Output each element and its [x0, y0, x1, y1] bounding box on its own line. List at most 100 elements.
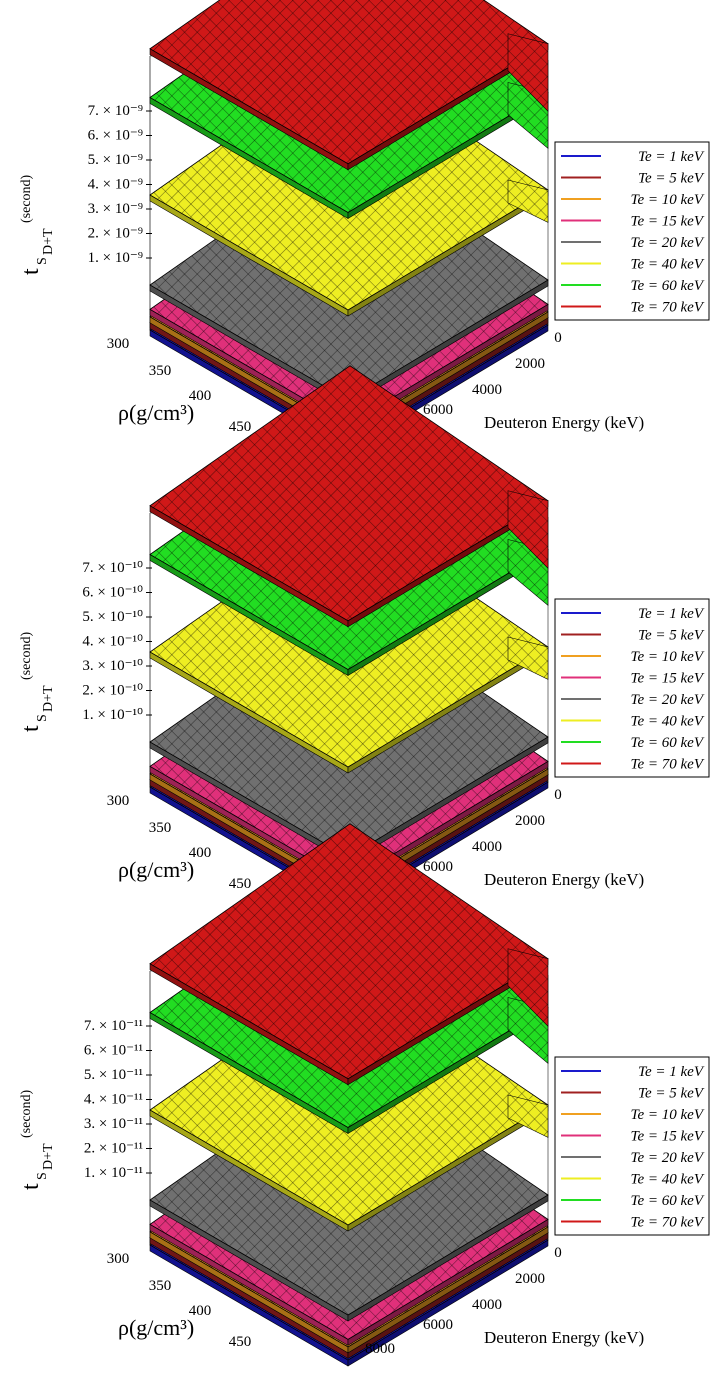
- surface-mesh: [150, 0, 548, 164]
- legend-entry: Te = 5 keV: [638, 628, 705, 644]
- rho-axis-label: ρ(g/cm³): [118, 1315, 194, 1340]
- z-tick-label: 6. × 10⁻⁹: [88, 128, 143, 144]
- z-tick-label: 7. × 10⁻⁹: [88, 103, 143, 119]
- surfaces: [149, 0, 549, 452]
- z-tick-label: 6. × 10⁻¹¹: [84, 1043, 143, 1059]
- legend: Te = 1 keV Te = 5 keV Te = 10 keV Te = 15 k…: [554, 141, 710, 321]
- z-tick-label: 6. × 10⁻¹⁰: [82, 585, 143, 601]
- legend-entry: Te = 10 keV: [631, 649, 705, 665]
- energy-axis-label: Deuteron Energy (keV): [484, 1328, 644, 1347]
- energy-tick-label: 6000: [423, 402, 453, 418]
- z-tick-label: 3. × 10⁻¹⁰: [82, 658, 143, 674]
- energy-tick-label: 2000: [515, 356, 545, 372]
- rho-axis: 300 350 400 450 ρ(g/cm³): [107, 793, 252, 892]
- legend-entry: Te = 10 keV: [631, 192, 705, 208]
- rho-tick-label: 300: [107, 336, 130, 352]
- energy-axis: 0 2000 4000 6000 8000 Deuteron Energy (keV): [365, 1245, 644, 1357]
- z-axis-label: tS D+T (second): [18, 631, 56, 732]
- legend-entry: Te = 1 keV: [638, 1064, 705, 1080]
- legend-entry: Te = 60 keV: [631, 278, 705, 294]
- z-tick-label: 3. × 10⁻¹¹: [84, 1116, 143, 1132]
- chart-panel-1: a)7. × 10⁻⁹6. × 10⁻⁹5. × 10⁻⁹4. × 10⁻⁹3.…: [18, 0, 710, 452]
- rho-tick-label: 450: [229, 419, 252, 435]
- z-tick-label: 1. × 10⁻¹⁰: [82, 707, 143, 723]
- surface-8: [149, 0, 549, 171]
- energy-tick-label: 6000: [423, 1317, 453, 1333]
- z-tick-label: 1. × 10⁻⁹: [88, 250, 143, 266]
- legend-entry: Te = 5 keV: [638, 1086, 705, 1102]
- z-tick-label: 5. × 10⁻⁹: [88, 152, 143, 168]
- z-tick-label: 4. × 10⁻⁹: [88, 177, 143, 193]
- rho-tick-label: 350: [149, 363, 172, 379]
- surface-8: [149, 823, 549, 1086]
- legend-entry: Te = 60 keV: [631, 735, 705, 751]
- chart-panel-3: c)7. × 10⁻¹¹6. × 10⁻¹¹5. × 10⁻¹¹4. × 10⁻…: [18, 823, 710, 1367]
- rho-tick-label: 400: [189, 845, 212, 861]
- legend-entry: Te = 40 keV: [631, 257, 705, 273]
- energy-axis-label: Deuteron Energy (keV): [484, 870, 644, 889]
- z-axis-label: tS D+T (second): [18, 174, 56, 275]
- rho-tick-label: 300: [107, 1251, 130, 1267]
- surfaces: [149, 823, 549, 1367]
- legend-entry: Te = 1 keV: [638, 606, 705, 622]
- legend: Te = 1 keV Te = 5 keV Te = 10 keV Te = 15 k…: [554, 598, 710, 778]
- z-label-unit: (second): [19, 1089, 34, 1138]
- rho-tick-label: 300: [107, 793, 130, 809]
- energy-axis-label: Deuteron Energy (keV): [484, 413, 644, 432]
- z-label-subscript: S: [35, 714, 50, 722]
- legend-entry: Te = 70 keV: [631, 757, 705, 773]
- surface-dropoff-mesh: [508, 33, 548, 112]
- energy-tick-label: 4000: [472, 839, 502, 855]
- z-label-main: t: [18, 268, 44, 275]
- z-tick-label: 2. × 10⁻¹¹: [84, 1141, 143, 1157]
- chart-panel-2: b)7. × 10⁻¹⁰6. × 10⁻¹⁰5. × 10⁻¹⁰4. × 10⁻…: [18, 365, 710, 909]
- rho-axis: 300 350 400 450 ρ(g/cm³): [107, 336, 252, 435]
- rho-tick-label: 400: [189, 388, 212, 404]
- legend-entry: Te = 20 keV: [631, 235, 705, 251]
- energy-tick-label: 6000: [423, 859, 453, 875]
- legend-box: [554, 141, 710, 321]
- surface-mesh: [150, 823, 548, 1079]
- z-axis-label: tS D+T (second): [18, 1089, 56, 1190]
- rho-axis-label: ρ(g/cm³): [118, 400, 194, 425]
- legend-entry: Te = 70 keV: [631, 1215, 705, 1231]
- legend-entry: Te = 20 keV: [631, 692, 705, 708]
- z-tick-label: 2. × 10⁻¹⁰: [82, 683, 143, 699]
- z-label-subsubscript: D+T: [41, 685, 56, 712]
- z-label-subscript: S: [35, 1172, 50, 1180]
- legend-entry: Te = 60 keV: [631, 1193, 705, 1209]
- legend-entry: Te = 1 keV: [638, 149, 705, 165]
- z-label-subsubscript: D+T: [41, 1143, 56, 1170]
- surface-dropoff-mesh: [508, 180, 548, 223]
- z-axis: 7. × 10⁻¹¹ 6. × 10⁻¹¹ 5. × 10⁻¹¹ 4. × 10⁻¹¹…: [84, 1018, 152, 1181]
- legend-entry: Te = 15 keV: [631, 1129, 705, 1145]
- surface-dropoff-mesh: [508, 1095, 548, 1138]
- z-tick-label: 4. × 10⁻¹⁰: [82, 634, 143, 650]
- z-axis: 7. × 10⁻¹⁰ 6. × 10⁻¹⁰ 5. × 10⁻¹⁰ 4. × 10⁻¹⁰…: [82, 560, 152, 723]
- legend-entry: Te = 20 keV: [631, 1150, 705, 1166]
- legend-entry: Te = 15 keV: [631, 671, 705, 687]
- legend-entry: Te = 5 keV: [638, 171, 705, 187]
- z-tick-label: 1. × 10⁻¹¹: [84, 1165, 143, 1181]
- surface-8: [149, 365, 549, 628]
- legend-entry: Te = 40 keV: [631, 714, 705, 730]
- z-tick-label: 3. × 10⁻⁹: [88, 201, 143, 217]
- energy-tick-label: 4000: [472, 1297, 502, 1313]
- z-label-subsubscript: D+T: [41, 228, 56, 255]
- z-label-unit: (second): [19, 631, 34, 680]
- z-label-subscript: S: [35, 257, 50, 265]
- legend-entry: Te = 15 keV: [631, 214, 705, 230]
- energy-tick-label: 4000: [472, 382, 502, 398]
- z-label-unit: (second): [19, 174, 34, 223]
- surface-dropoff-mesh: [508, 637, 548, 680]
- z-axis: 7. × 10⁻⁹ 6. × 10⁻⁹ 5. × 10⁻⁹ 4. × 10⁻⁹ 3. ×…: [88, 103, 152, 266]
- rho-tick-label: 400: [189, 1303, 212, 1319]
- z-tick-label: 5. × 10⁻¹⁰: [82, 609, 143, 625]
- rho-tick-label: 350: [149, 1278, 172, 1294]
- legend: Te = 1 keV Te = 5 keV Te = 10 keV Te = 15 k…: [554, 1056, 710, 1236]
- legend-box: [554, 1056, 710, 1236]
- z-tick-label: 2. × 10⁻⁹: [88, 226, 143, 242]
- rho-tick-label: 350: [149, 820, 172, 836]
- rho-tick-label: 450: [229, 876, 252, 892]
- z-label-main: t: [18, 725, 44, 732]
